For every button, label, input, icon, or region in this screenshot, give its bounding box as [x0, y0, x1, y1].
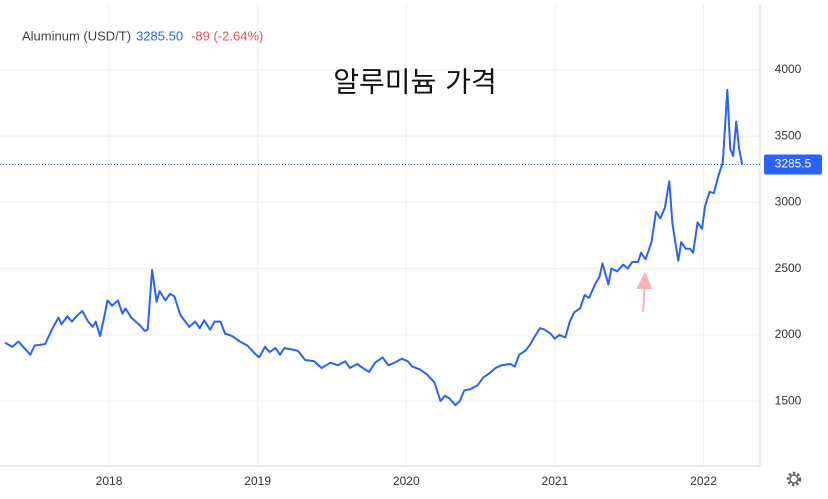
- x-tick-label: 2018: [96, 474, 123, 488]
- annotation-arrow: [636, 271, 653, 313]
- y-tick-label: 3000: [775, 195, 802, 209]
- last-price-box: [764, 154, 822, 175]
- price-line: [4, 88, 744, 407]
- y-tick-label: 3500: [775, 128, 802, 142]
- gear: [789, 474, 799, 484]
- x-tick-label: 2020: [393, 474, 420, 488]
- chart-title: 알루미늄 가격: [333, 66, 496, 99]
- grid: [0, 5, 760, 466]
- y-tick-label: 4000: [775, 62, 802, 76]
- x-tick-label: 2022: [690, 474, 717, 488]
- x-tick-label: 2019: [244, 474, 271, 488]
- last-price-label: 3285.5: [775, 157, 812, 171]
- y-tick-label: 2500: [775, 261, 802, 275]
- x-tick-label: 2021: [542, 474, 569, 488]
- y-tick-label: 1500: [775, 393, 802, 407]
- y-tick-label: 2000: [775, 327, 802, 341]
- price: 3285.50: [136, 28, 183, 43]
- change: -89 (-2.64%): [191, 28, 263, 43]
- settings-icon[interactable]: [786, 471, 802, 487]
- gear-teeth: [786, 471, 802, 487]
- symbol: Aluminum (USD/T): [22, 28, 131, 43]
